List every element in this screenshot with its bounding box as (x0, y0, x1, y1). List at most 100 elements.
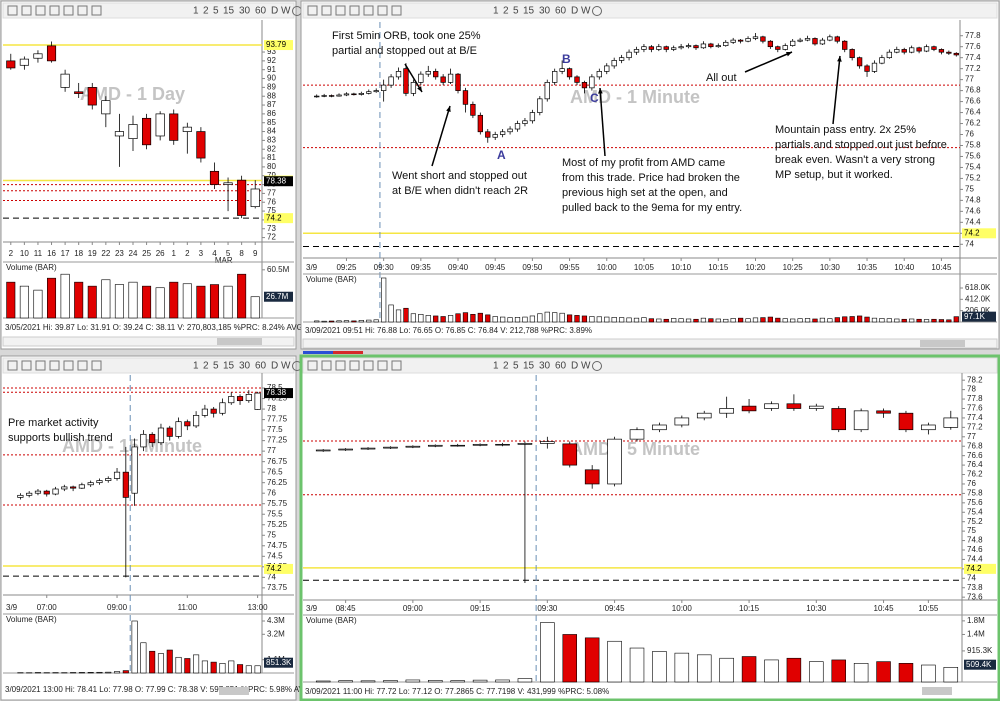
timeframe-button[interactable]: D (571, 6, 578, 17)
volume-bar (403, 307, 409, 323)
toolbar-icon[interactable] (77, 360, 88, 371)
x-tick-label: 10:00 (672, 604, 693, 613)
toolbar-icon[interactable] (91, 360, 102, 371)
timeframe-button[interactable]: 60 (255, 361, 267, 372)
volume-bar (131, 620, 138, 674)
timeframe-button[interactable]: 2 (503, 6, 509, 17)
timeframe-button[interactable]: 60 (555, 361, 567, 372)
scrollbar-thumb[interactable] (219, 687, 249, 695)
volume-bar (953, 316, 959, 323)
timeframe-button[interactable]: 5 (513, 6, 519, 17)
volume-bar (360, 680, 376, 683)
timeframe-button[interactable]: D (271, 361, 278, 372)
toolbar-icon[interactable] (335, 360, 346, 371)
timeframe-button[interactable]: W (281, 6, 291, 17)
timeframe-button[interactable]: 30 (239, 6, 251, 17)
timeframe-button[interactable]: 2 (503, 361, 509, 372)
timeframe-button[interactable]: W (581, 6, 591, 17)
timeframe-button[interactable]: D (571, 361, 578, 372)
toolbar-icon[interactable] (49, 360, 60, 371)
y-tick-label: 75 (267, 530, 276, 539)
close-button[interactable] (592, 361, 602, 371)
timeframe-button[interactable]: 2 (203, 6, 209, 17)
toolbar-icon[interactable] (77, 5, 88, 16)
timeframe-button[interactable]: 1 (193, 361, 199, 372)
y-tick-label: 80 (267, 162, 276, 171)
toolbar-icon[interactable] (21, 5, 32, 16)
volume-bar (581, 315, 588, 323)
timeframe-button[interactable]: 30 (539, 361, 551, 372)
toolbar-icon[interactable] (321, 5, 332, 16)
toolbar-icon[interactable] (307, 5, 318, 16)
toolbar-icon[interactable] (7, 5, 18, 16)
scrollbar-thumb[interactable] (217, 338, 262, 345)
candle-body (223, 182, 233, 185)
volume-bar (529, 315, 535, 323)
volume-label: Volume (BAR) (6, 263, 57, 272)
toolbar-icon[interactable] (49, 5, 60, 16)
toolbar-icon[interactable] (321, 360, 332, 371)
candle-body (566, 68, 573, 78)
candle-body (128, 124, 138, 139)
candle-body (812, 38, 818, 45)
y-tick-label: 76.25 (267, 478, 288, 487)
toolbar-icon[interactable] (7, 360, 18, 371)
timeframe-button[interactable]: 15 (223, 361, 235, 372)
toolbar-icon[interactable] (391, 360, 402, 371)
toolbar-icon[interactable] (307, 360, 318, 371)
timeframe-button[interactable]: 1 (493, 361, 499, 372)
toolbar-icon[interactable] (377, 360, 388, 371)
toolbar-icon[interactable] (363, 360, 374, 371)
toolbar-icon[interactable] (35, 5, 46, 16)
toolbar-icon[interactable] (349, 5, 360, 16)
toolbar-icon[interactable] (63, 360, 74, 371)
candle-body (105, 478, 112, 481)
x-tick-label: 10:15 (739, 604, 760, 613)
toolbar-icon[interactable] (21, 360, 32, 371)
candle-body (175, 421, 182, 437)
y-tick-label: 77.5 (267, 425, 283, 434)
toolbar-icon[interactable] (363, 5, 374, 16)
timeframe-button[interactable]: 30 (539, 6, 551, 17)
volume-bar (566, 314, 573, 323)
scrollbar-thumb[interactable] (922, 687, 952, 695)
timeframe-button[interactable]: 15 (523, 361, 535, 372)
volume-bar (462, 312, 469, 323)
timeframe-button[interactable]: D (271, 6, 278, 17)
timeframe-button[interactable]: 5 (513, 361, 519, 372)
timeframe-button[interactable]: 60 (255, 6, 267, 17)
candle-body (886, 51, 893, 59)
toolbar-icon[interactable] (349, 360, 360, 371)
volume-bar (719, 657, 734, 683)
volume-bar (693, 318, 699, 323)
timeframe-button[interactable]: 5 (213, 6, 219, 17)
toolbar-icon[interactable] (377, 5, 388, 16)
toolbar-icon[interactable] (91, 5, 102, 16)
timeframe-button[interactable]: 1 (193, 6, 199, 17)
scrollbar-thumb[interactable] (920, 340, 965, 347)
timeframe-button[interactable]: W (281, 361, 291, 372)
timeframe-button[interactable]: 1 (493, 6, 499, 17)
toolbar-icon[interactable] (35, 360, 46, 371)
timeframe-button[interactable]: 15 (223, 6, 235, 17)
timeframe-button[interactable]: 15 (523, 6, 535, 17)
timeframe-button[interactable]: 2 (203, 361, 209, 372)
timeframe-button[interactable]: W (581, 361, 591, 372)
candle-body (210, 408, 217, 414)
candle-body (70, 486, 77, 489)
toolbar-icon[interactable] (63, 5, 74, 16)
timeframe-button[interactable]: 30 (239, 361, 251, 372)
candle-body (140, 433, 147, 448)
timeframe-button[interactable]: 60 (555, 6, 567, 17)
close-button[interactable] (592, 6, 602, 16)
toolbar-icon[interactable] (335, 5, 346, 16)
toolbar (2, 2, 295, 19)
point-marker: B (562, 52, 571, 66)
volume-bar (596, 316, 602, 323)
volume-bar (604, 316, 610, 323)
volume-bar (723, 318, 729, 323)
timeframe-button[interactable]: 5 (213, 361, 219, 372)
y-tick-label: 76.8 (967, 441, 983, 450)
volume-bar (6, 281, 16, 319)
toolbar-icon[interactable] (391, 5, 402, 16)
